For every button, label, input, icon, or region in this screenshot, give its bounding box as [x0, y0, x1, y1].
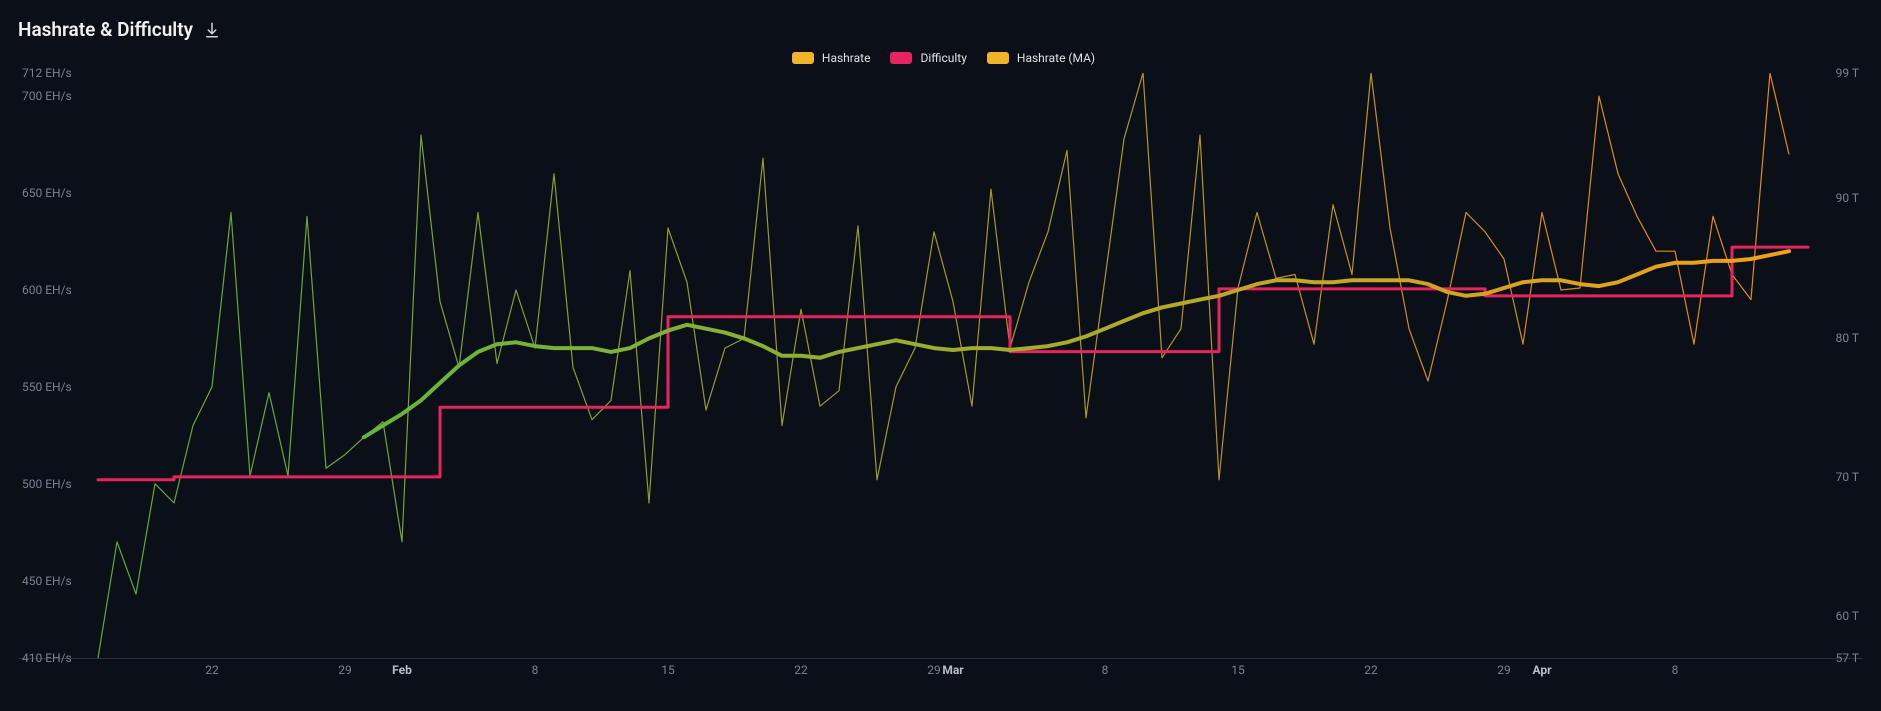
download-icon[interactable]: [203, 21, 221, 39]
x-tick: 15: [661, 663, 675, 709]
title-row: Hashrate & Difficulty: [18, 18, 1869, 41]
chart-legend: Hashrate Difficulty Hashrate (MA): [18, 51, 1869, 65]
x-tick: 29: [927, 663, 941, 709]
chart-plot-area[interactable]: 410 EH/s450 EH/s500 EH/s550 EH/s600 EH/s…: [18, 73, 1863, 659]
series-hashrate: [98, 73, 1789, 658]
x-axis: 2229Feb8152229Mar8152229Apr8: [18, 659, 1863, 687]
legend-swatch: [792, 52, 814, 64]
legend-item-hashrate-ma[interactable]: Hashrate (MA): [987, 51, 1095, 65]
legend-item-hashrate[interactable]: Hashrate: [792, 51, 871, 65]
x-tick: Mar: [942, 663, 963, 709]
x-tick: 15: [1231, 663, 1245, 709]
x-tick: 8: [532, 663, 539, 709]
legend-swatch: [890, 52, 912, 64]
x-tick: 29: [338, 663, 352, 709]
legend-item-difficulty[interactable]: Difficulty: [890, 51, 966, 65]
x-tick: Feb: [392, 663, 412, 709]
legend-label: Difficulty: [920, 51, 966, 65]
chart-svg: [18, 73, 1863, 658]
x-tick: 22: [794, 663, 808, 709]
chart-title: Hashrate & Difficulty: [18, 18, 193, 41]
x-tick: 29: [1497, 663, 1511, 709]
x-tick: Apr: [1532, 663, 1551, 709]
x-tick: 22: [1364, 663, 1378, 709]
x-tick: 8: [1102, 663, 1109, 709]
x-tick: 8: [1672, 663, 1679, 709]
legend-label: Hashrate (MA): [1017, 51, 1095, 65]
x-tick: 22: [205, 663, 219, 709]
legend-label: Hashrate: [822, 51, 871, 65]
legend-swatch: [987, 52, 1009, 64]
